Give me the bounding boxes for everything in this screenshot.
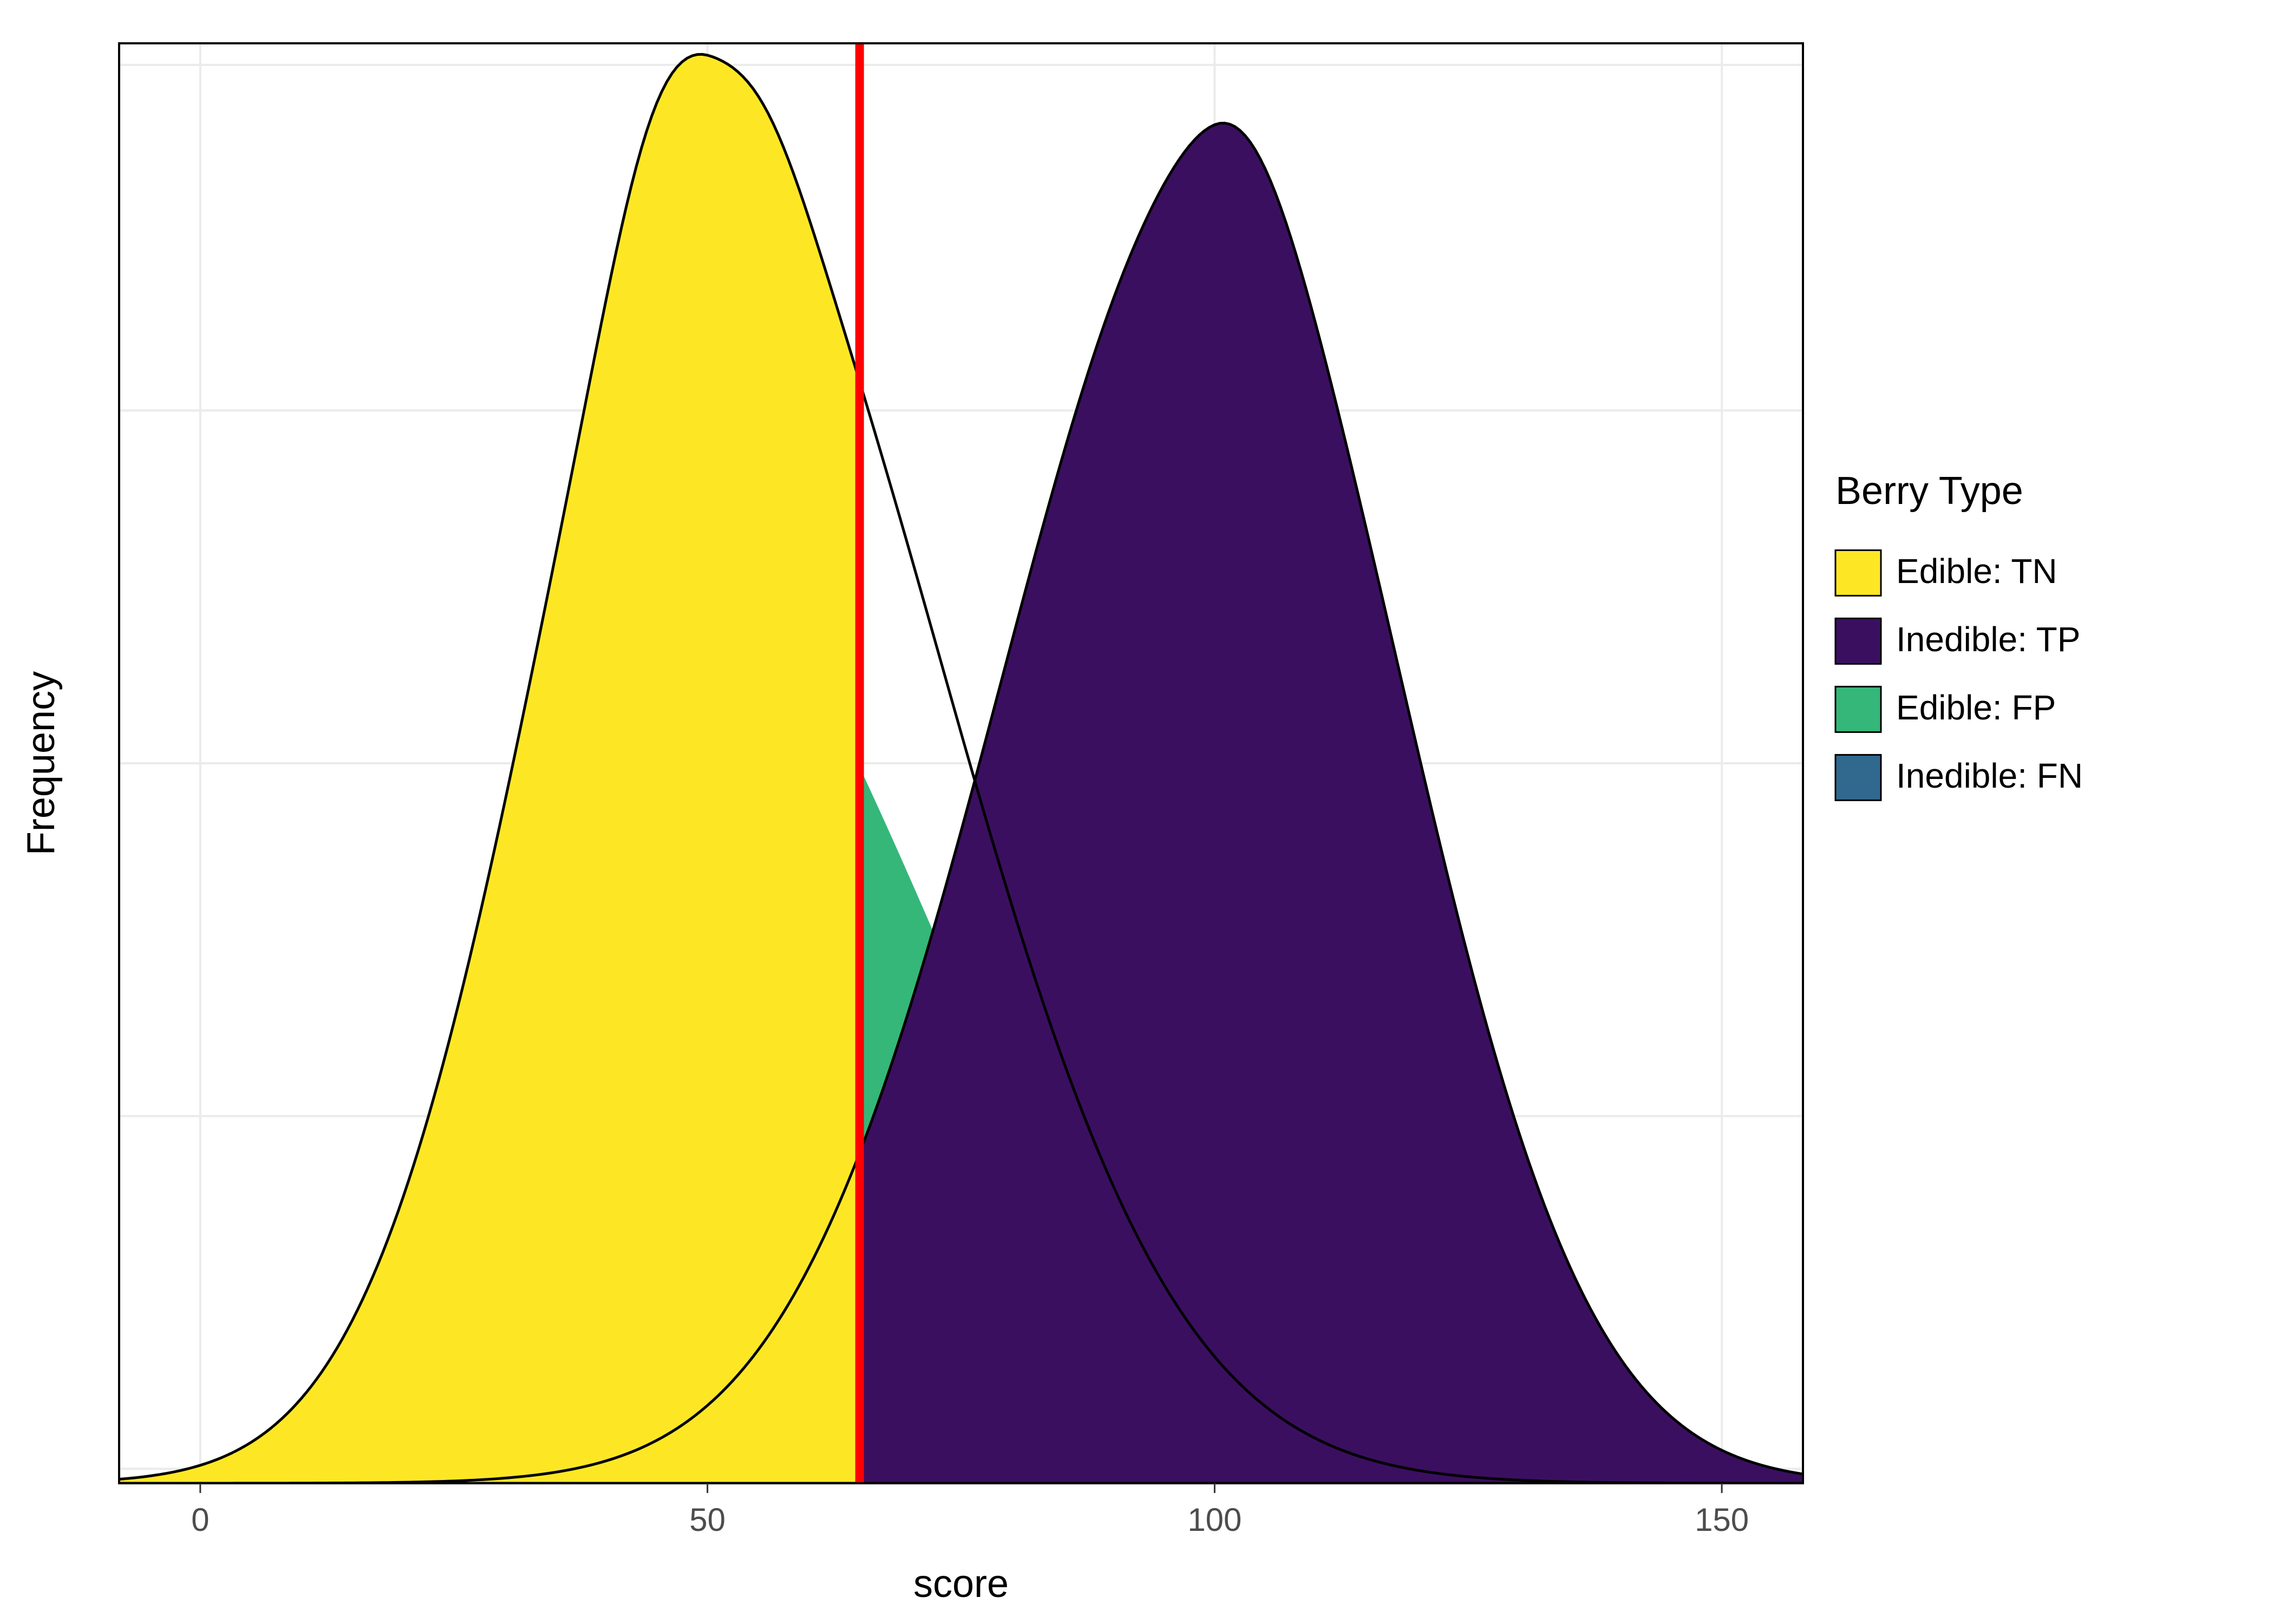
y-axis-title: Frequency xyxy=(19,671,63,855)
legend-key xyxy=(1835,550,1881,595)
legend-label: Inedible: FN xyxy=(1896,756,2083,795)
legend-label: Inedible: TP xyxy=(1896,620,2080,659)
x-tick-label: 150 xyxy=(1695,1502,1749,1538)
x-tick-label: 100 xyxy=(1187,1502,1241,1538)
legend-key xyxy=(1835,618,1881,664)
x-axis-title: score xyxy=(913,1562,1009,1606)
chart-svg: 0 50 100 150 score Frequency Berry Type Edible:… xyxy=(0,0,2274,1624)
legend-key xyxy=(1835,755,1881,800)
legend-key xyxy=(1835,686,1881,732)
legend-title: Berry Type xyxy=(1835,469,2023,513)
legend-label: Edible: TN xyxy=(1896,552,2057,591)
legend-label: Edible: FP xyxy=(1896,688,2056,727)
density-chart: 0 50 100 150 score Frequency Berry Type Edible:… xyxy=(0,0,2274,1624)
x-tick-label: 0 xyxy=(191,1502,209,1538)
x-tick-label: 50 xyxy=(689,1502,726,1538)
